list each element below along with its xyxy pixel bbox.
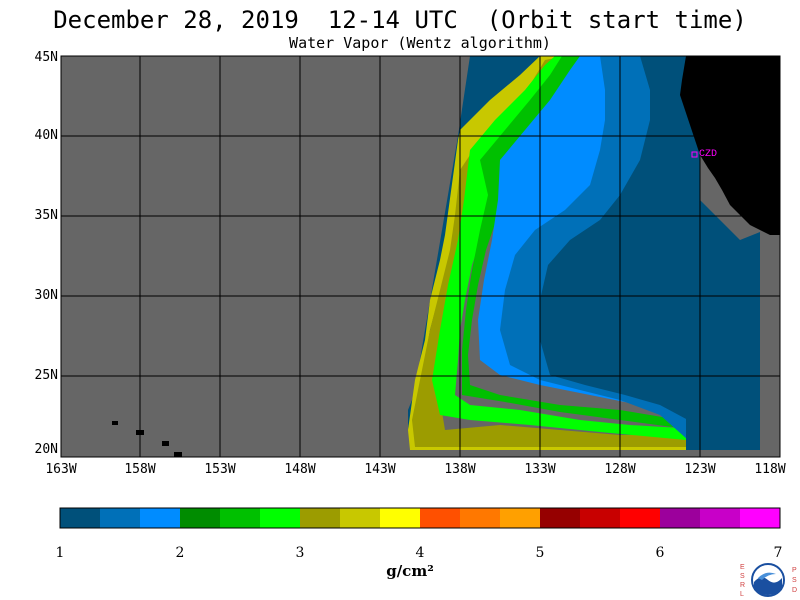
colorbar bbox=[59, 507, 781, 529]
colorbar-segment bbox=[220, 508, 261, 528]
colorbar-tick-label: 5 bbox=[535, 545, 545, 561]
lon-label: 158W bbox=[124, 462, 156, 477]
lat-label: 20N bbox=[34, 442, 58, 457]
lon-label: 153W bbox=[204, 462, 236, 477]
land-mass bbox=[680, 56, 780, 235]
no-data-right bbox=[688, 236, 780, 457]
colorbar-segment bbox=[620, 508, 661, 528]
map-subtitle: Water Vapor (Wentz algorithm) bbox=[289, 34, 551, 52]
lon-label: 148W bbox=[284, 462, 316, 477]
colorbar-segment bbox=[100, 508, 141, 528]
logo-letter: L bbox=[740, 591, 744, 598]
colorbar-segment bbox=[140, 508, 181, 528]
colorbar-segment bbox=[340, 508, 381, 528]
station-icon bbox=[691, 151, 698, 158]
lon-label: 128W bbox=[604, 462, 636, 477]
island-4 bbox=[174, 452, 182, 457]
colorbar-tick-label: 4 bbox=[415, 545, 425, 561]
logo-letter: R bbox=[740, 582, 745, 589]
colorbar-frame bbox=[59, 507, 781, 529]
station-marker: CZD bbox=[691, 149, 717, 160]
colorbar-tick-label: 2 bbox=[175, 545, 185, 561]
logo-letter: S bbox=[792, 577, 797, 584]
logo-letter: E bbox=[740, 564, 745, 571]
colorbar-segment bbox=[580, 508, 621, 528]
grid bbox=[60, 55, 781, 458]
swath-coastal-dark-blue bbox=[686, 56, 760, 450]
map-frame bbox=[60, 55, 781, 458]
colorbar-segment bbox=[460, 508, 501, 528]
island-3 bbox=[162, 441, 169, 446]
noaa-logo: E S R L P S D bbox=[740, 563, 797, 598]
colorbar-segment bbox=[700, 508, 741, 528]
lon-label: 133W bbox=[524, 462, 556, 477]
logo-letter: S bbox=[740, 573, 745, 580]
colorbar-segment bbox=[500, 508, 541, 528]
station-label: CZD bbox=[699, 149, 717, 160]
island-1 bbox=[112, 421, 118, 425]
lon-label: 143W bbox=[364, 462, 396, 477]
lat-label: 25N bbox=[34, 368, 58, 383]
logo-letter: P bbox=[792, 567, 797, 574]
colorbar-tick-label: 3 bbox=[295, 545, 305, 561]
colorbar-segment bbox=[60, 508, 101, 528]
colorbar-segment bbox=[420, 508, 461, 528]
logo-wave bbox=[754, 577, 782, 595]
logo-letter: D bbox=[792, 587, 797, 594]
lat-label: 30N bbox=[34, 288, 58, 303]
swath bbox=[112, 56, 780, 457]
lat-label: 45N bbox=[34, 50, 58, 65]
lon-label: 163W bbox=[45, 462, 77, 477]
colorbar-segment bbox=[260, 508, 301, 528]
colorbar-tick-label: 7 bbox=[773, 545, 783, 561]
colorbar-unit: g/cm² bbox=[386, 562, 434, 580]
colorbar-segment bbox=[660, 508, 701, 528]
colorbar-segment bbox=[300, 508, 341, 528]
colorbar-segment bbox=[540, 508, 581, 528]
colorbar-tick-label: 6 bbox=[655, 545, 665, 561]
colorbar-segment bbox=[740, 508, 781, 528]
colorbar-tick-label: 1 bbox=[55, 545, 65, 561]
lat-label: 40N bbox=[34, 128, 58, 143]
map-title: December 28, 2019 12-14 UTC (Orbit start… bbox=[53, 6, 747, 34]
lon-label: 123W bbox=[684, 462, 716, 477]
lon-label: 138W bbox=[444, 462, 476, 477]
colorbar-segment bbox=[180, 508, 221, 528]
swath-dark-blue-core bbox=[540, 56, 688, 420]
lon-label: 118W bbox=[754, 462, 786, 477]
lat-label: 35N bbox=[34, 208, 58, 223]
colorbar-segment bbox=[380, 508, 421, 528]
logo-bird bbox=[758, 572, 776, 580]
